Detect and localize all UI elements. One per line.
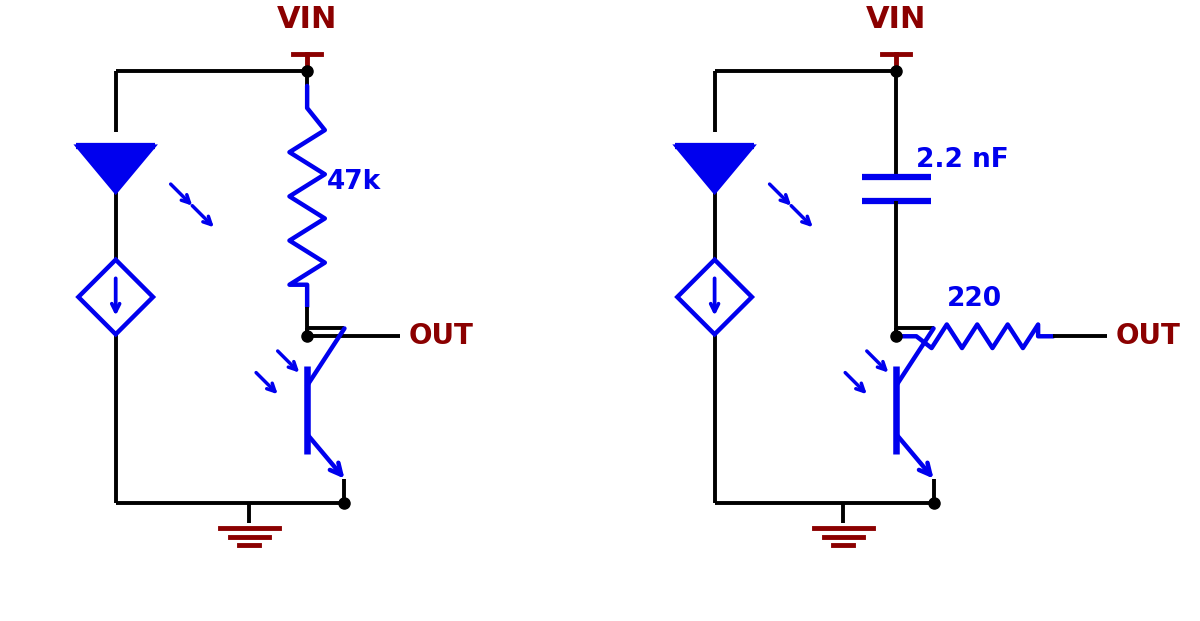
Polygon shape	[78, 260, 154, 334]
Polygon shape	[677, 260, 752, 334]
Polygon shape	[77, 146, 155, 193]
Text: 220: 220	[947, 286, 1002, 312]
Polygon shape	[676, 146, 754, 193]
Text: 47k: 47k	[326, 169, 382, 195]
Text: OUT: OUT	[408, 322, 473, 350]
Text: VIN: VIN	[866, 5, 926, 34]
Text: OUT: OUT	[1115, 322, 1180, 350]
Text: VIN: VIN	[277, 5, 337, 34]
Text: 2.2 nF: 2.2 nF	[916, 147, 1009, 173]
